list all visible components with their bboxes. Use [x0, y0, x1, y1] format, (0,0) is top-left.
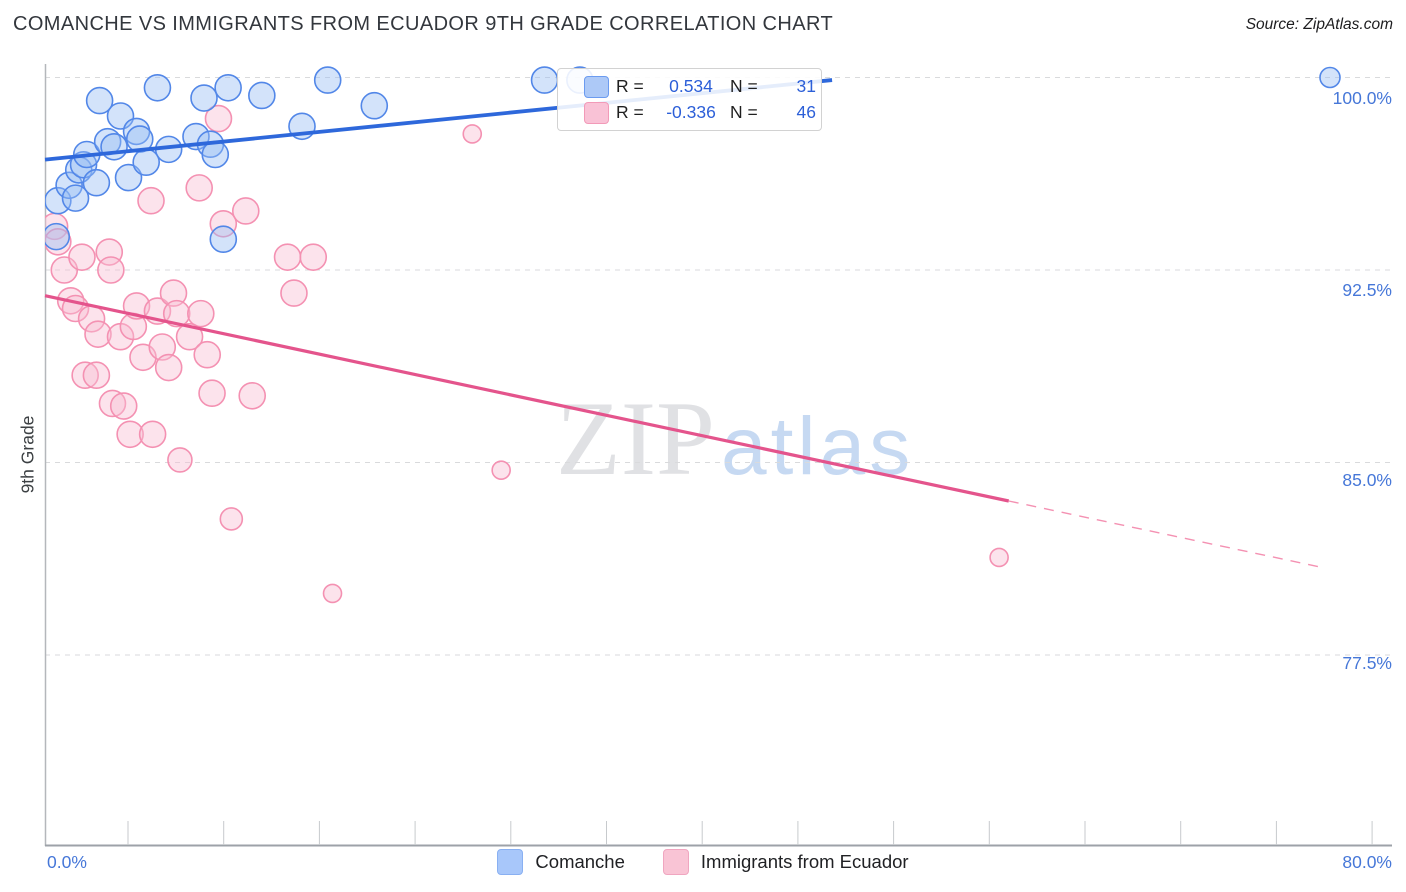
scatter-point-immigrants-from-ecuador[interactable] — [109, 392, 138, 420]
scatter-point-comanche[interactable] — [214, 73, 242, 102]
scatter-point-immigrants-from-ecuador[interactable] — [148, 333, 177, 361]
y-tick-label-92-5: 92.5% — [1342, 280, 1392, 300]
scatter-point-immigrants-from-ecuador[interactable] — [209, 210, 238, 238]
scatter-point-comanche[interactable] — [190, 84, 218, 112]
scatter-point-comanche[interactable] — [61, 184, 90, 212]
y-axis-title: 9th Grade — [17, 415, 38, 494]
scatter-point-immigrants-from-ecuador[interactable] — [175, 322, 204, 351]
scatter-point-immigrants-from-ecuador[interactable] — [219, 507, 244, 531]
scatter-point-immigrants-from-ecuador[interactable] — [491, 460, 511, 481]
scatter-point-immigrants-from-ecuador[interactable] — [187, 299, 215, 328]
scatter-point-comanche[interactable] — [143, 73, 172, 102]
scatter-point-immigrants-from-ecuador[interactable] — [299, 243, 328, 271]
scatter-point-immigrants-from-ecuador[interactable] — [68, 243, 96, 271]
scatter-point-comanche[interactable] — [248, 81, 276, 110]
correlation-legend: R = 0.534 N = 31 R = -0.336 N = 46 — [557, 68, 822, 131]
n-label: N = — [730, 76, 758, 96]
r-value-ecuador: -0.336 — [666, 102, 716, 122]
comanche-legend-label: Comanche — [535, 851, 625, 872]
scatter-point-immigrants-from-ecuador[interactable] — [82, 361, 111, 390]
y-tick-label-100: 100.0% — [1332, 88, 1392, 108]
scatter-point-immigrants-from-ecuador[interactable] — [462, 124, 483, 144]
scatter-point-immigrants-from-ecuador[interactable] — [98, 389, 127, 418]
scatter-point-immigrants-from-ecuador[interactable] — [322, 583, 343, 604]
zipatlas-watermark: ZIP atlas — [556, 386, 914, 492]
ecuador-swatch-icon — [584, 101, 609, 124]
scatter-point-immigrants-from-ecuador[interactable] — [989, 547, 1009, 568]
scatter-point-comanche[interactable] — [201, 140, 230, 169]
ecuador-legend-swatch-icon — [662, 849, 689, 875]
scatter-point-comanche[interactable] — [55, 171, 83, 200]
scatter-point-comanche[interactable] — [132, 148, 160, 176]
scatter-point-immigrants-from-ecuador[interactable] — [116, 420, 144, 449]
watermark-zip-text: ZIP — [556, 380, 715, 497]
scatter-point-immigrants-from-ecuador[interactable] — [138, 420, 167, 449]
scatter-point-comanche[interactable] — [114, 163, 143, 192]
scatter-point-immigrants-from-ecuador[interactable] — [154, 353, 183, 382]
scatter-point-immigrants-from-ecuador[interactable] — [159, 279, 188, 307]
comanche-legend-swatch-icon — [497, 849, 524, 875]
scatter-point-comanche[interactable] — [43, 222, 71, 251]
x-tick-label-0: 0.0% — [47, 852, 87, 872]
r-label: R = — [616, 102, 644, 122]
series-immigrants-from-ecuador — [45, 104, 1009, 604]
y-tick-label-77-5: 77.5% — [1342, 653, 1392, 673]
n-label: N = — [730, 102, 758, 122]
scatter-point-comanche[interactable] — [85, 86, 114, 115]
scatter-point-immigrants-from-ecuador[interactable] — [273, 243, 302, 271]
scatter-point-comanche[interactable] — [82, 168, 111, 197]
trendline-immigrants-from-ecuador — [44, 294, 1010, 503]
scatter-point-comanche[interactable] — [45, 186, 72, 215]
series-legend: Comanche Immigrants from Ecuador — [0, 849, 1406, 875]
scatter-point-comanche[interactable] — [100, 133, 128, 161]
legend-item-ecuador[interactable]: Immigrants from Ecuador — [662, 849, 909, 875]
scatter-point-immigrants-from-ecuador[interactable] — [137, 186, 165, 215]
scatter-point-immigrants-from-ecuador[interactable] — [231, 197, 260, 225]
comanche-swatch-icon — [584, 75, 609, 98]
x-tick-label-80: 80.0% — [1342, 852, 1392, 872]
trendline-dashed-immigrants-from-ecuador — [1008, 500, 1324, 569]
legend-row-ecuador: R = -0.336 N = 46 — [584, 101, 821, 124]
scatter-point-comanche[interactable] — [530, 66, 559, 94]
scatter-point-comanche[interactable] — [1319, 66, 1341, 89]
r-value-comanche: 0.534 — [669, 76, 713, 96]
scatter-point-immigrants-from-ecuador[interactable] — [204, 104, 233, 133]
ecuador-legend-label: Immigrants from Ecuador — [700, 851, 909, 872]
scatter-point-immigrants-from-ecuador[interactable] — [71, 361, 99, 390]
scatter-point-immigrants-from-ecuador[interactable] — [238, 381, 267, 410]
scatter-point-immigrants-from-ecuador[interactable] — [198, 379, 226, 408]
n-value-ecuador: 46 — [796, 102, 816, 122]
scatter-point-immigrants-from-ecuador[interactable] — [193, 340, 222, 369]
y-tick-label-85: 85.0% — [1342, 470, 1392, 490]
scatter-point-comanche[interactable] — [360, 91, 389, 120]
scatter-point-immigrants-from-ecuador[interactable] — [162, 299, 191, 328]
r-label: R = — [616, 76, 644, 96]
source-attribution: Source: ZipAtlas.com — [1245, 16, 1393, 33]
n-value-comanche: 31 — [796, 76, 816, 96]
legend-item-comanche[interactable]: Comanche — [497, 849, 625, 875]
legend-row-comanche: R = 0.534 N = 31 — [584, 75, 821, 98]
scatter-point-immigrants-from-ecuador[interactable] — [280, 279, 308, 307]
page-title: COMANCHE VS IMMIGRANTS FROM ECUADOR 9TH … — [13, 13, 834, 35]
scatter-point-immigrants-from-ecuador[interactable] — [97, 256, 125, 284]
scatter-point-comanche[interactable] — [209, 225, 238, 253]
scatter-point-immigrants-from-ecuador[interactable] — [84, 320, 112, 348]
scatter-point-immigrants-from-ecuador[interactable] — [167, 447, 193, 473]
scatter-point-immigrants-from-ecuador[interactable] — [185, 174, 213, 202]
scatter-point-comanche[interactable] — [125, 125, 154, 153]
scatter-point-comanche[interactable] — [313, 66, 342, 94]
